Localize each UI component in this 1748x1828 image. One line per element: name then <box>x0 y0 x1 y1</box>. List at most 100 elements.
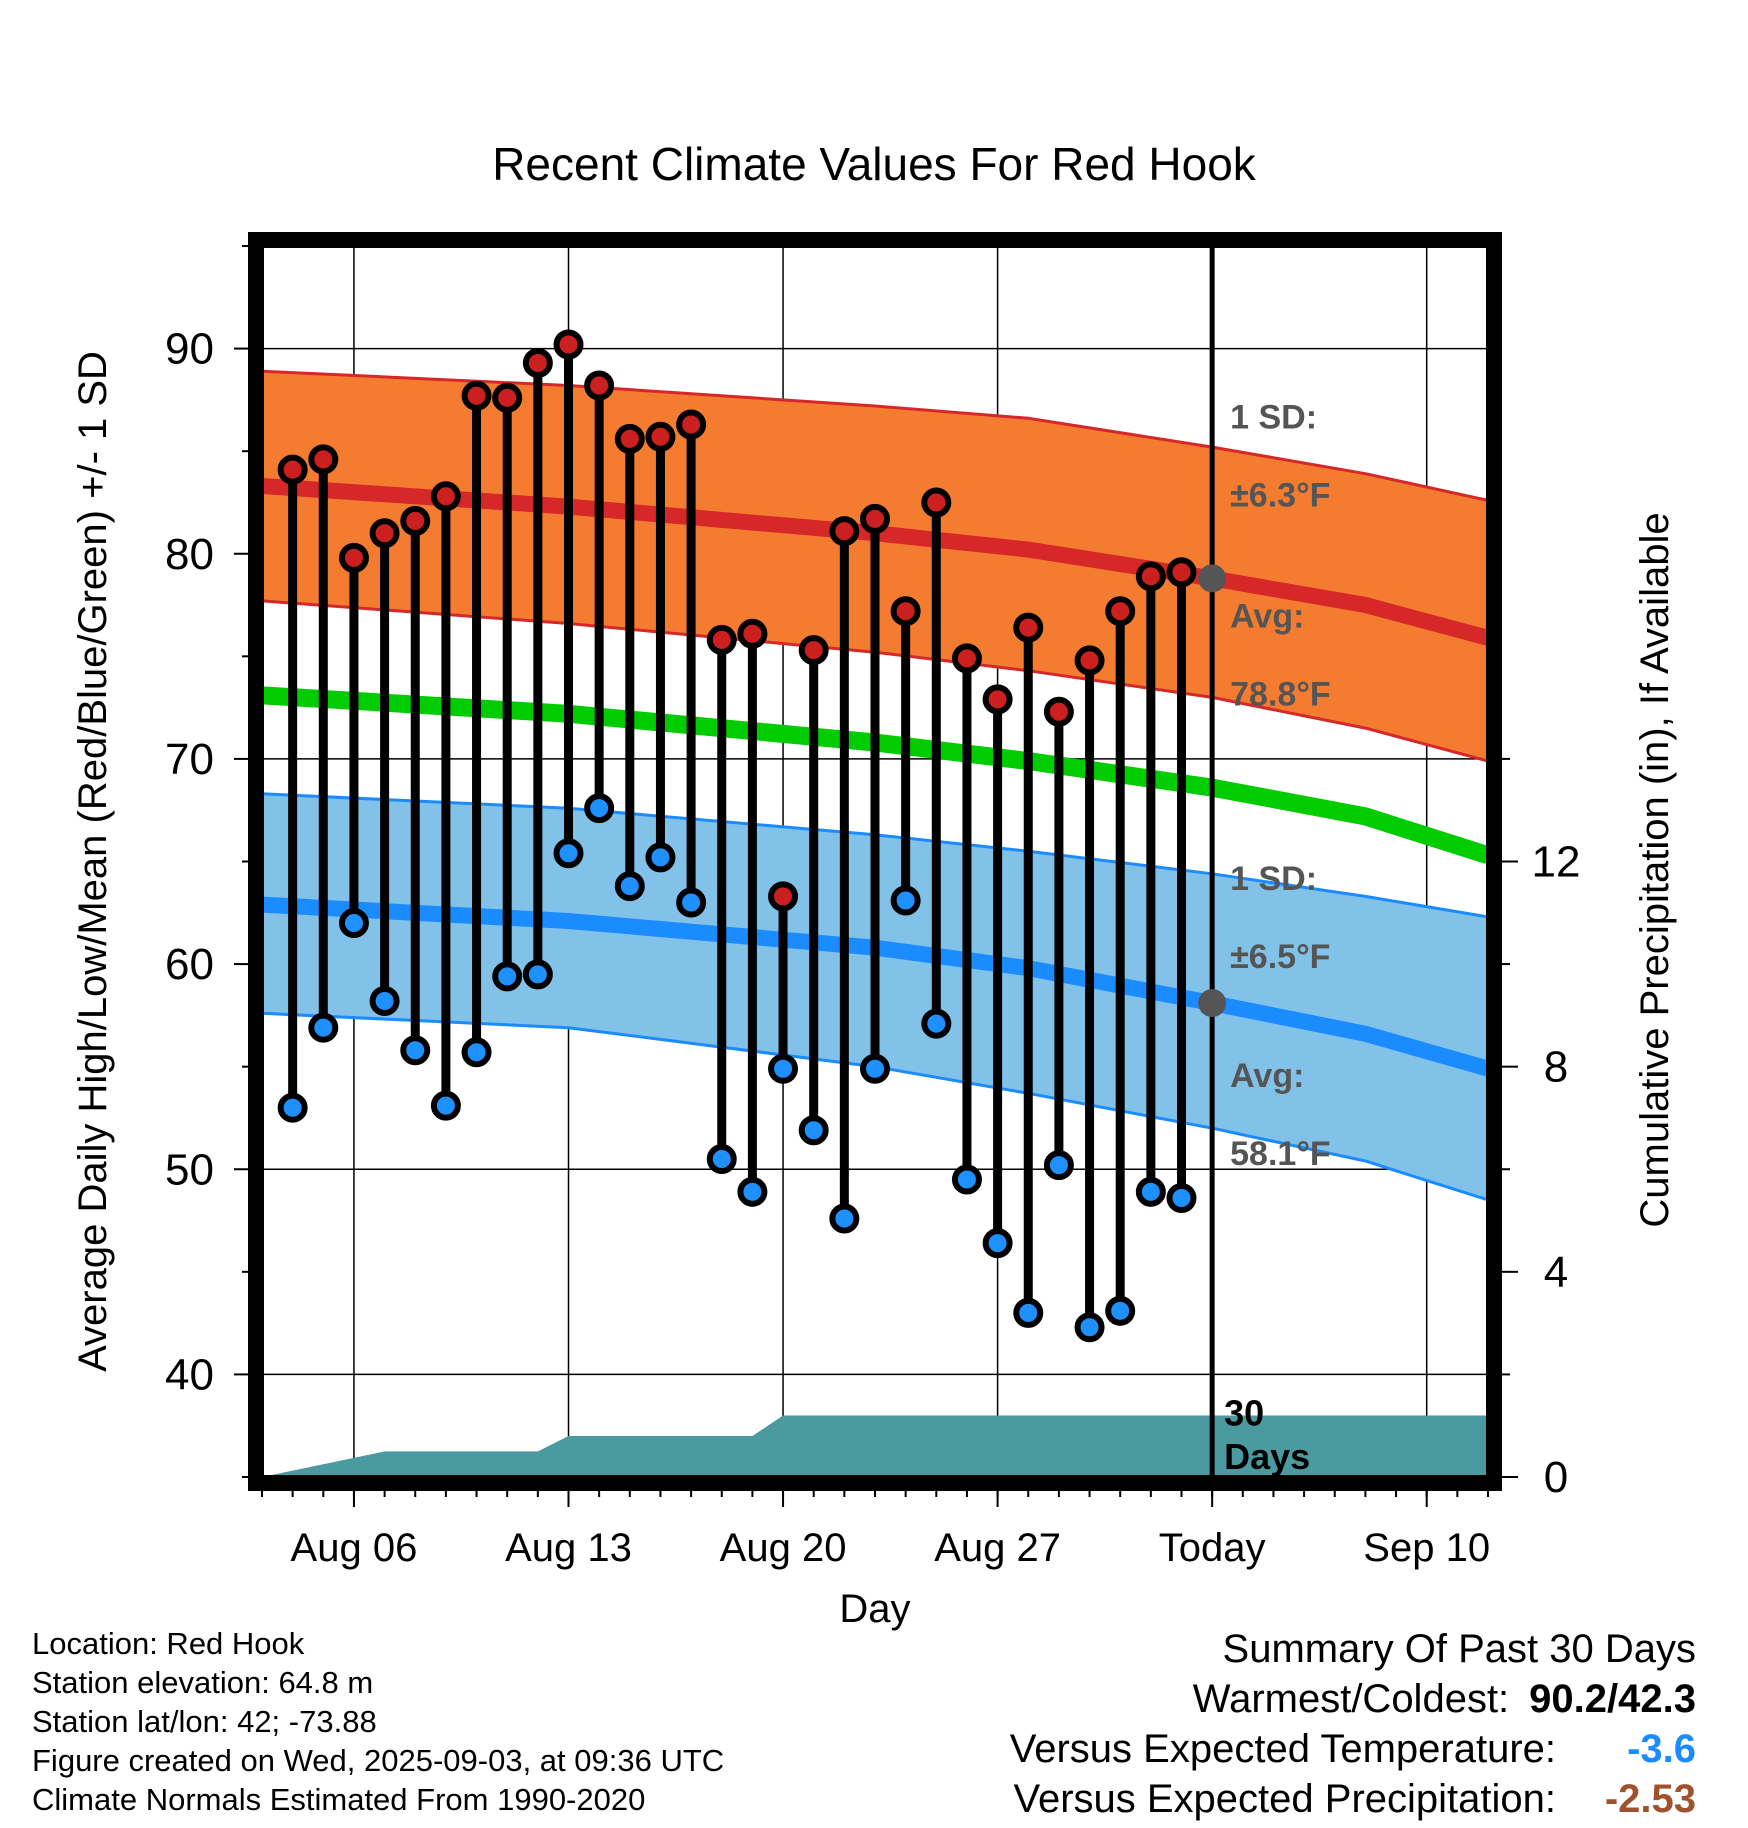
station-info: Location: Red Hook Station elevation: 64… <box>32 1624 724 1819</box>
daily-high-point <box>890 596 921 627</box>
daily-low-point <box>768 1053 799 1084</box>
plot-frame <box>248 232 1502 1491</box>
daily-low-point <box>676 887 707 918</box>
days-count-number: 30 <box>1224 1393 1264 1434</box>
daily-low-point <box>461 1037 492 1068</box>
daily-high-point <box>338 542 369 573</box>
warm-cold-value: 90.2/42.3 <box>1529 1677 1696 1721</box>
x-axis-title: Day <box>839 1587 910 1631</box>
daily-low-point <box>1166 1182 1197 1213</box>
daily-high-point <box>1074 645 1105 676</box>
temp-departure-value: -3.6 <box>1627 1727 1696 1771</box>
precip-departure-label: Versus Expected Precipitation: <box>1013 1777 1556 1821</box>
y-axis-title: Average Daily High/Low/Mean (Red/Blue/Gr… <box>71 351 115 1372</box>
today-low-normal-point <box>1198 989 1227 1018</box>
daily-high-point <box>768 881 799 912</box>
daily-high-point <box>860 503 890 534</box>
daily-low-point <box>369 986 400 1017</box>
daily-high-point <box>951 643 982 674</box>
daily-high-point <box>430 481 461 512</box>
x-tick-label: Aug 27 <box>934 1526 1061 1570</box>
daily-high-point <box>369 518 400 549</box>
daily-low-point <box>737 1176 768 1207</box>
daily-high-point <box>676 409 707 440</box>
daily-high-point <box>1105 596 1136 627</box>
low-avg-value: 58.1°F <box>1230 1135 1331 1173</box>
x-tick-label: Aug 13 <box>505 1526 632 1570</box>
low-avg-label: Avg: <box>1230 1057 1304 1095</box>
precip-area <box>262 1415 1488 1477</box>
daily-low-point <box>400 1035 431 1066</box>
daily-high-point <box>645 421 676 452</box>
daily-high-point <box>522 347 553 378</box>
daily-low-point <box>277 1092 308 1123</box>
daily-high-point <box>829 516 860 547</box>
high-sd-value: ±6.3°F <box>1230 477 1330 515</box>
y-tick-label: 50 <box>165 1145 214 1194</box>
normals-text: Climate Normals Estimated From 1990-2020 <box>32 1782 646 1817</box>
daily-low-point <box>584 793 615 824</box>
daily-high-point <box>1135 561 1166 592</box>
y-tick-label: 90 <box>165 325 214 374</box>
daily-low-point <box>829 1203 860 1234</box>
elevation-text: Station elevation: 64.8 m <box>32 1665 374 1700</box>
daily-high-point <box>921 487 952 518</box>
temp-departure-row: Versus Expected Temperature: -3.6 <box>1010 1724 1696 1774</box>
daily-high-point <box>308 444 339 475</box>
daily-high-point <box>1043 696 1074 727</box>
precip-departure-row: Versus Expected Precipitation: -2.53 <box>1010 1774 1696 1824</box>
daily-low-point <box>890 885 921 916</box>
low-sd-value: ±6.5°F <box>1230 938 1330 976</box>
x-tick-label: Aug 20 <box>720 1526 847 1570</box>
daily-low-point <box>982 1228 1013 1259</box>
daily-low-point <box>1043 1150 1074 1181</box>
daily-low-point <box>1105 1295 1136 1326</box>
daily-low-point <box>522 959 553 990</box>
y2-tick-label: 8 <box>1544 1043 1568 1092</box>
daily-low-point <box>1074 1312 1105 1343</box>
high-avg-label: Avg: <box>1230 598 1304 636</box>
daily-high-point <box>400 505 431 536</box>
today-high-normal-point <box>1198 564 1227 593</box>
high-avg-value: 78.8°F <box>1230 676 1331 714</box>
x-tick-label: Aug 06 <box>291 1526 418 1570</box>
daily-low-point <box>492 961 523 992</box>
daily-high-point <box>614 423 645 454</box>
location-text: Location: Red Hook <box>32 1626 305 1661</box>
created-text: Figure created on Wed, 2025-09-03, at 09… <box>32 1743 725 1778</box>
daily-low-point <box>1135 1176 1166 1207</box>
daily-low-point <box>860 1053 890 1084</box>
precip-departure-value: -2.53 <box>1604 1777 1696 1821</box>
daily-high-point <box>461 380 492 411</box>
y2-axis-title: Cumulative Precipitation (in), If Availa… <box>1633 512 1677 1227</box>
y-tick-label: 40 <box>165 1350 214 1399</box>
low-sd-label: 1 SD: <box>1230 860 1317 898</box>
daily-low-point <box>645 842 676 873</box>
daily-high-point <box>553 329 584 360</box>
daily-low-point <box>614 871 645 902</box>
high-sd-label: 1 SD: <box>1230 399 1317 437</box>
chart-title: Recent Climate Values For Red Hook <box>492 138 1257 190</box>
daily-low-point <box>951 1164 982 1195</box>
daily-high-point <box>277 454 308 485</box>
daily-high-point <box>706 624 737 655</box>
latlon-text: Station lat/lon: 42; -73.88 <box>32 1704 377 1739</box>
y2-tick-label: 0 <box>1544 1453 1568 1502</box>
x-tick-label: Sep 10 <box>1363 1526 1490 1570</box>
days-count-word: Days <box>1224 1436 1310 1477</box>
daily-low-point <box>308 1012 339 1043</box>
daily-low-point <box>553 838 584 869</box>
y-tick-label: 70 <box>165 735 214 784</box>
x-tick-label: Today <box>1159 1526 1266 1570</box>
summary-heading: Summary Of Past 30 Days <box>1222 1627 1696 1671</box>
summary-panel: Summary Of Past 30 Days Warmest/Coldest:… <box>1010 1624 1696 1824</box>
daily-low-point <box>430 1090 461 1121</box>
y-tick-label: 80 <box>165 530 214 579</box>
daily-low-point <box>706 1143 737 1174</box>
temp-departure-label: Versus Expected Temperature: <box>1009 1727 1556 1771</box>
daily-high-point <box>1166 557 1197 588</box>
daily-high-point <box>982 684 1013 715</box>
daily-low-point <box>338 908 369 939</box>
y-tick-label: 60 <box>165 940 214 989</box>
